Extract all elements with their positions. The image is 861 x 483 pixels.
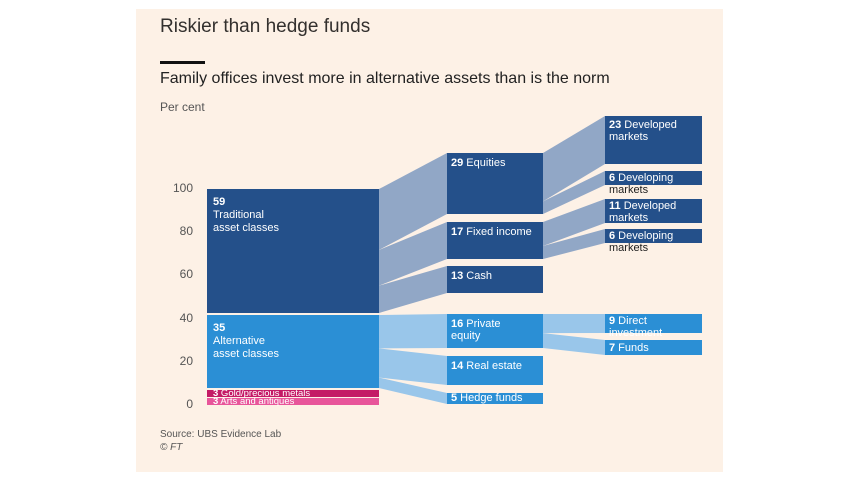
node-cash xyxy=(447,266,543,293)
flow-traditional-cash xyxy=(379,266,447,313)
node-value: 35 xyxy=(213,322,226,334)
node-value: 17 xyxy=(451,226,464,238)
flow-pe-pe_direct xyxy=(543,314,605,334)
node-eq_dev xyxy=(605,116,702,164)
node-gold xyxy=(207,390,379,397)
node-label-text: Arts and antiques xyxy=(218,396,295,407)
node-label-text: Funds xyxy=(615,342,649,354)
node-value: 11 xyxy=(609,200,621,212)
node-eq_dvg xyxy=(605,171,702,185)
title-rule xyxy=(160,61,205,64)
node-fixed xyxy=(447,222,543,259)
node-value: 14 xyxy=(451,360,464,372)
node-value: 3 xyxy=(213,396,219,407)
node-label-text: Gold/precious metals xyxy=(218,388,311,399)
node-label-text: Equities xyxy=(463,157,506,169)
node-pe_direct xyxy=(605,314,702,333)
y-tick-label: 0 xyxy=(186,397,193,411)
node-equities xyxy=(447,153,543,214)
node-label-line: equity xyxy=(451,330,481,342)
flow-fixed-fi_dev xyxy=(543,199,605,246)
node-label-line: markets xyxy=(609,212,649,224)
node-label-text: Fixed income xyxy=(463,226,532,238)
flow-alternative-pe xyxy=(379,314,447,349)
node-pe xyxy=(447,314,543,348)
node-label-re: 14 Real estate xyxy=(451,360,522,372)
source-note: Source: UBS Evidence Lab © FT xyxy=(160,428,281,454)
node-alternative xyxy=(207,315,379,388)
node-label-text: Developed xyxy=(620,200,677,212)
node-label-line: Traditional xyxy=(213,209,264,221)
flow-traditional-equities xyxy=(379,153,447,250)
node-label-line: markets xyxy=(609,242,649,254)
node-label-eq_dvg: 6 Developing markets xyxy=(609,172,673,196)
ft-credit: © FT xyxy=(160,442,183,453)
node-label-pe_funds: 7 Funds xyxy=(609,342,649,354)
node-label-gold: 3 Gold/precious metals xyxy=(213,388,311,399)
flow-fixed-fi_dvg xyxy=(543,229,605,259)
node-label-fi_dev: 11 Developed markets xyxy=(609,200,676,224)
node-label-eq_dev: 23 Developed markets xyxy=(609,119,677,143)
node-value: 59 xyxy=(213,196,226,208)
node-value: 9 xyxy=(609,315,616,327)
node-label-text: Developing xyxy=(615,172,674,184)
node-re xyxy=(447,356,543,385)
unit-label: Per cent xyxy=(160,100,205,114)
node-label-text: Private xyxy=(463,318,501,330)
node-label-fixed: 17 Fixed income xyxy=(451,226,532,238)
node-value: 6 xyxy=(609,230,616,242)
node-hf xyxy=(447,393,543,404)
flow-alternative-hf xyxy=(379,377,447,404)
node-value: 6 xyxy=(609,172,616,184)
node-value: 5 xyxy=(451,392,458,404)
node-label-text: Developed xyxy=(621,119,677,131)
node-label-arts: 3 Arts and antiques xyxy=(213,396,295,407)
node-label-line: asset classes xyxy=(213,348,280,360)
node-label-line: investment xyxy=(609,327,663,339)
node-value: 13 xyxy=(451,270,464,282)
y-tick-label: 40 xyxy=(179,310,193,325)
node-label-pe_direct: 9 Direct investment xyxy=(609,315,662,339)
node-value: 23 xyxy=(609,119,622,131)
node-value: 7 xyxy=(609,342,616,354)
node-label-text: Hedge funds xyxy=(457,392,523,404)
y-tick-label: 20 xyxy=(179,353,193,368)
source-text: Source: UBS Evidence Lab xyxy=(160,429,282,440)
flow-traditional-fixed xyxy=(379,222,447,286)
node-label-text: Cash xyxy=(463,270,492,282)
node-value: 3 xyxy=(213,388,219,399)
node-traditional xyxy=(207,189,379,313)
node-value: 29 xyxy=(451,157,464,169)
node-label-hf: 5 Hedge funds xyxy=(451,392,523,404)
node-arts xyxy=(207,398,379,405)
node-pe_funds xyxy=(605,340,702,355)
flow-equities-eq_dvg xyxy=(543,171,605,214)
node-label-alternative: 35 Alternative asset classes xyxy=(213,322,279,361)
node-label-cash: 13 Cash xyxy=(451,270,492,282)
node-label-equities: 29 Equities xyxy=(451,157,505,169)
node-fi_dvg xyxy=(605,229,702,243)
node-label-text: Developing xyxy=(615,230,674,242)
node-fi_dev xyxy=(605,199,702,223)
node-label-line: markets xyxy=(609,131,649,143)
flow-pe-pe_funds xyxy=(543,333,605,355)
y-tick-label: 100 xyxy=(172,181,193,195)
node-label-pe: 16 Private equity xyxy=(451,318,501,342)
node-value: 16 xyxy=(451,318,464,330)
node-label-text: Direct xyxy=(615,315,647,327)
y-tick-label: 80 xyxy=(179,224,193,239)
node-label-line: Alternative xyxy=(213,335,265,347)
chart-title: Riskier than hedge funds xyxy=(160,16,371,37)
chart-subtitle: Family offices invest more in alternativ… xyxy=(160,70,610,87)
y-tick-label: 60 xyxy=(179,267,193,282)
flow-alternative-re xyxy=(379,348,447,385)
node-label-traditional: 59 Traditional asset classes xyxy=(213,196,279,235)
node-label-fi_dvg: 6 Developing markets xyxy=(609,230,673,254)
node-label-text: Real estate xyxy=(463,360,522,372)
node-label-line: markets xyxy=(609,184,649,196)
flow-equities-eq_dev xyxy=(543,116,605,202)
node-label-line: asset classes xyxy=(213,222,280,234)
